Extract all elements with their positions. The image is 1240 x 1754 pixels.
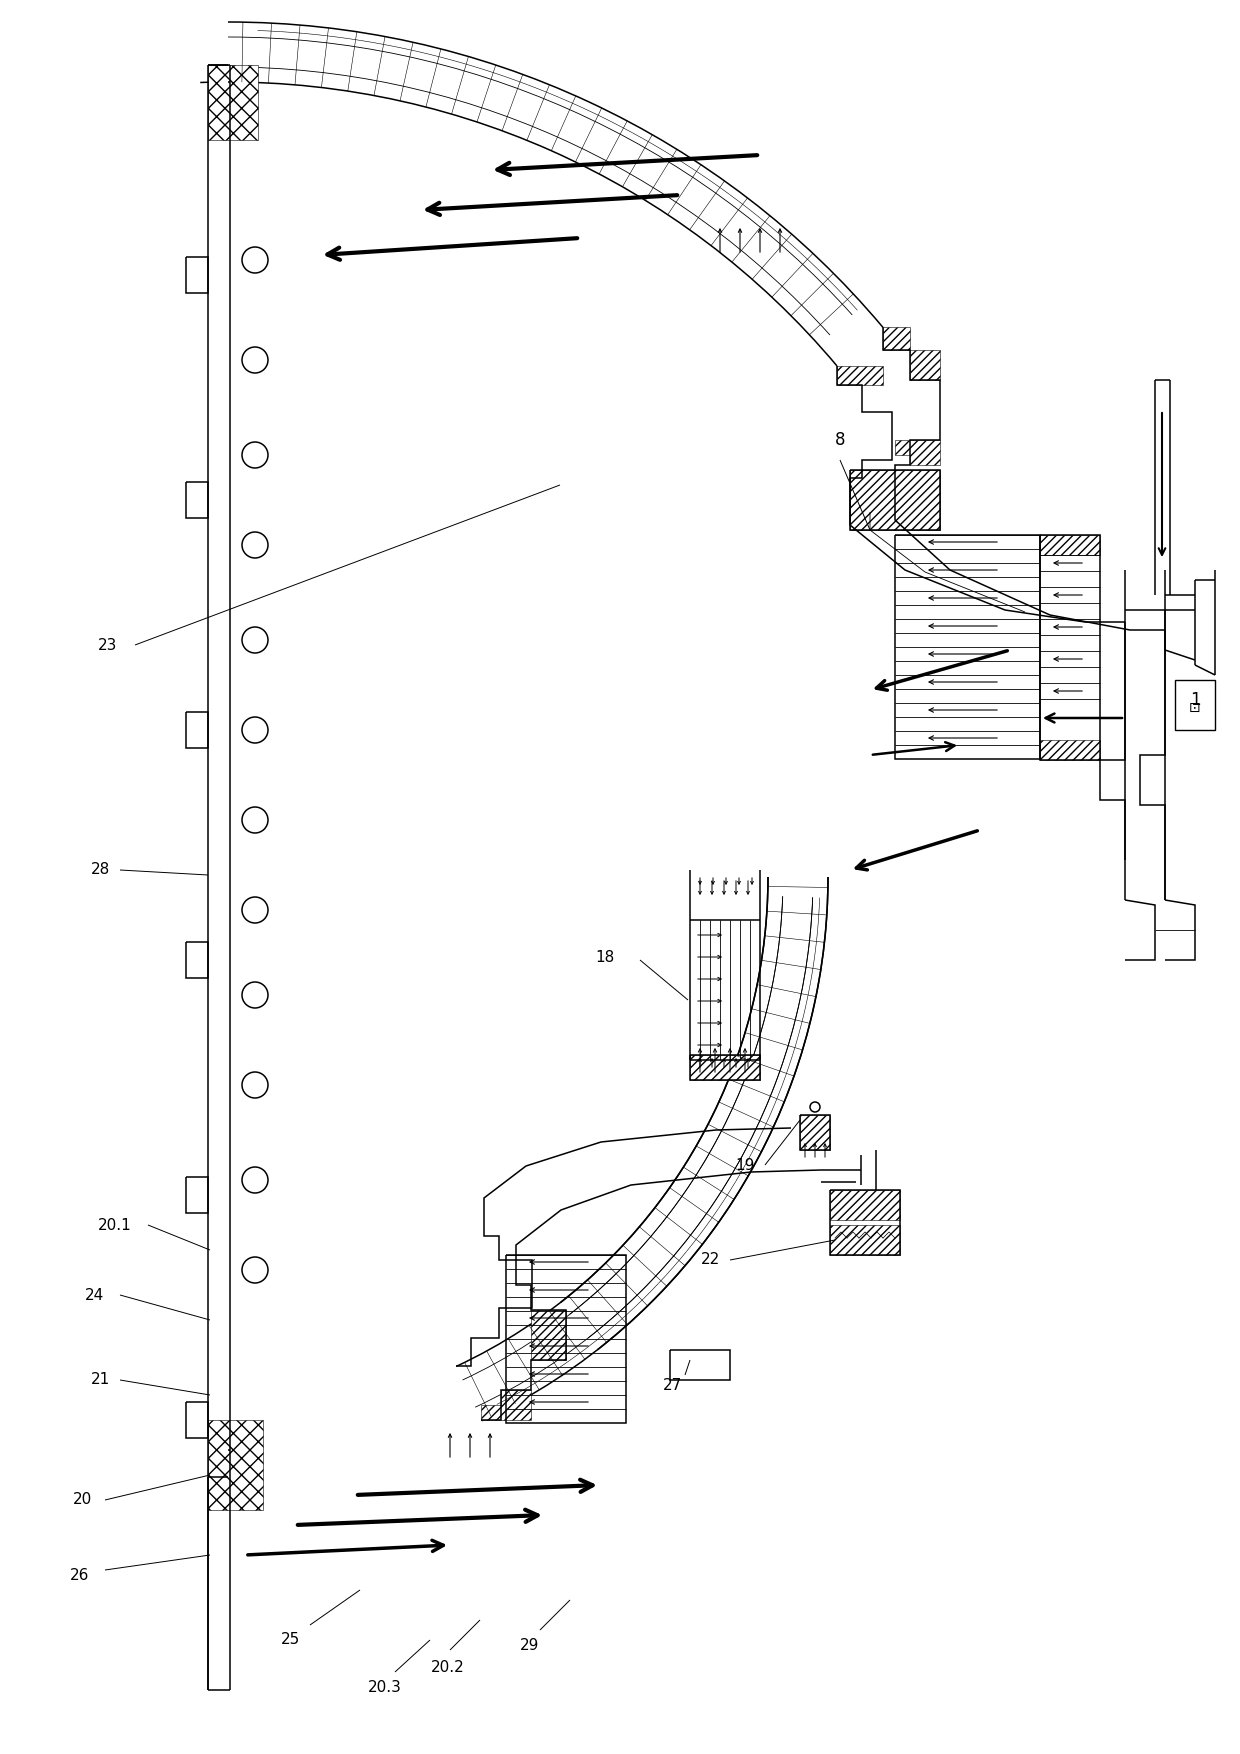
Polygon shape	[208, 1421, 263, 1510]
Polygon shape	[830, 1224, 900, 1256]
Text: 23: 23	[98, 637, 118, 652]
Text: 19: 19	[735, 1158, 755, 1172]
Polygon shape	[800, 1116, 830, 1151]
Polygon shape	[910, 351, 940, 381]
Text: 24: 24	[84, 1287, 104, 1303]
Text: 20.1: 20.1	[98, 1217, 131, 1233]
Polygon shape	[895, 440, 940, 465]
Text: 21: 21	[91, 1372, 109, 1387]
Text: 29: 29	[521, 1638, 539, 1652]
Polygon shape	[1040, 535, 1100, 554]
Polygon shape	[837, 367, 883, 384]
Text: 20.3: 20.3	[368, 1680, 402, 1696]
Polygon shape	[849, 470, 940, 530]
Text: 27: 27	[662, 1377, 682, 1393]
Polygon shape	[689, 1054, 760, 1080]
Bar	[1176, 681, 1215, 730]
Polygon shape	[1040, 740, 1100, 759]
Text: ⊡: ⊡	[1189, 702, 1200, 716]
Text: 1: 1	[1189, 691, 1200, 709]
Text: 25: 25	[280, 1633, 300, 1647]
Text: 18: 18	[595, 951, 615, 965]
Polygon shape	[481, 1389, 531, 1421]
Text: 28: 28	[91, 863, 109, 877]
Text: 26: 26	[71, 1568, 89, 1582]
Text: 20.2: 20.2	[432, 1661, 465, 1675]
Polygon shape	[531, 1310, 565, 1359]
Polygon shape	[830, 1189, 900, 1221]
Polygon shape	[208, 65, 258, 140]
Text: 20: 20	[72, 1493, 92, 1507]
Polygon shape	[883, 326, 910, 351]
Text: 8: 8	[835, 431, 846, 449]
Text: 22: 22	[701, 1252, 719, 1268]
